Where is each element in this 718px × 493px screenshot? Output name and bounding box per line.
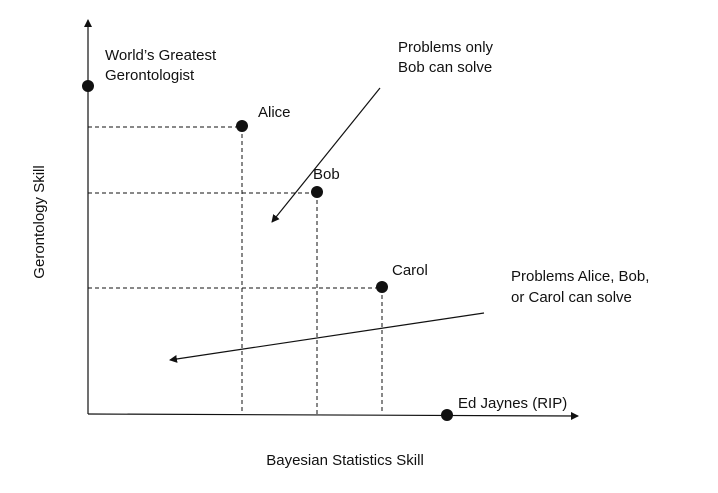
carol-label: Carol (392, 262, 428, 279)
bob-only-annotation-line2: Bob can solve (398, 59, 492, 76)
anyone-annotation-line1: Problems Alice, Bob, (511, 268, 649, 285)
y-axis-label: Gerontology Skill (31, 165, 48, 278)
bob-only-arrow (271, 87, 381, 223)
anyone-annotation-line2: or Carol can solve (511, 289, 632, 306)
x-axis (87, 411, 579, 420)
anyone-arrow (169, 312, 485, 363)
jaynes-point (441, 409, 453, 421)
bob-label: Bob (313, 166, 340, 183)
jaynes-label: Ed Jaynes (RIP) (458, 395, 567, 412)
gerontologist-label-line2: Gerontologist (105, 67, 195, 84)
gerontologist-label-line1: World’s Greatest (105, 47, 217, 64)
x-axis-label: Bayesian Statistics Skill (266, 452, 424, 469)
gerontologist-point (82, 80, 94, 92)
alice-point (236, 120, 248, 132)
bob-only-annotation-line1: Problems only (398, 39, 494, 56)
carol-point (376, 281, 388, 293)
bob-point (311, 186, 323, 198)
alice-label: Alice (258, 104, 291, 121)
